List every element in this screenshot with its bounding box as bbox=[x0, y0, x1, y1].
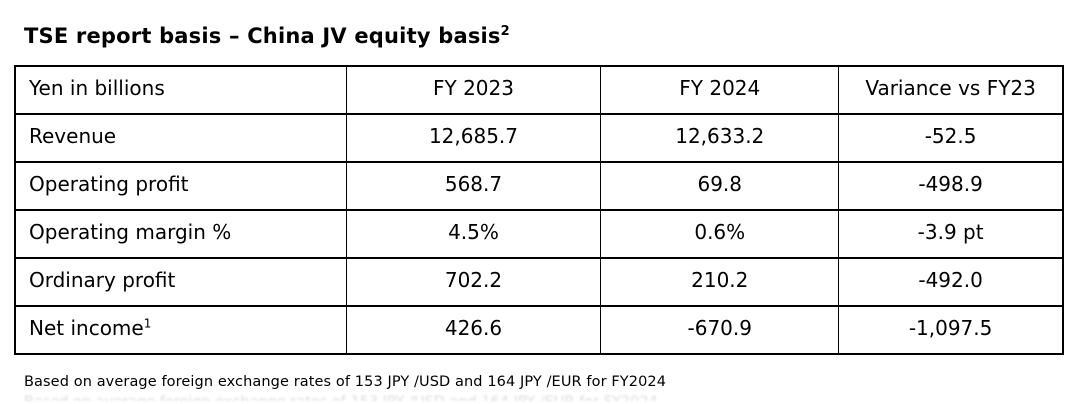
row-label-text: Ordinary profit bbox=[29, 268, 176, 292]
row-label: Operating profit bbox=[15, 162, 347, 211]
table-row-operating-profit: Operating profit 568.7 69.8 -498.9 bbox=[15, 162, 1063, 211]
cell-fy2023: 12,685.7 bbox=[345, 114, 601, 163]
table-header-row: Yen in billions FY 2023 FY 2024 Variance… bbox=[15, 66, 1063, 115]
row-label-text: Operating profit bbox=[29, 172, 189, 196]
header-yen-in-billions: Yen in billions bbox=[15, 66, 347, 115]
cell-fy2024: 12,633.2 bbox=[600, 114, 839, 163]
row-label-text: Operating margin % bbox=[29, 220, 232, 244]
row-label: Revenue bbox=[15, 114, 347, 163]
table-row-net-income: Net income1 426.6 -670.9 -1,097.5 bbox=[15, 306, 1063, 355]
cell-fy2023: 702.2 bbox=[345, 258, 601, 307]
page-title-text: TSE report basis – China JV equity basis bbox=[24, 24, 501, 48]
compression-ghost-text: Based on average foreign exchange rates … bbox=[24, 394, 684, 401]
page-title-footnote-marker: 2 bbox=[500, 24, 510, 39]
row-footnote-marker: 1 bbox=[143, 316, 152, 331]
financials-table: Yen in billions FY 2023 FY 2024 Variance… bbox=[14, 65, 1064, 355]
row-label-text: Net income bbox=[29, 316, 144, 340]
header-variance: Variance vs FY23 bbox=[838, 66, 1063, 115]
table-row-operating-margin: Operating margin % 4.5% 0.6% -3.9 pt bbox=[15, 210, 1063, 259]
header-fy2024: FY 2024 bbox=[600, 66, 839, 115]
cell-variance: -492.0 bbox=[838, 258, 1063, 307]
cell-fy2023: 4.5% bbox=[345, 210, 601, 259]
table-row-revenue: Revenue 12,685.7 12,633.2 -52.5 bbox=[15, 114, 1063, 163]
exchange-rate-footnote: Based on average foreign exchange rates … bbox=[24, 374, 667, 390]
page-title: TSE report basis – China JV equity basis… bbox=[24, 24, 510, 48]
cell-fy2024: 210.2 bbox=[600, 258, 839, 307]
cell-fy2024: 0.6% bbox=[600, 210, 839, 259]
cell-variance: -1,097.5 bbox=[838, 306, 1063, 355]
table-row-ordinary-profit: Ordinary profit 702.2 210.2 -492.0 bbox=[15, 258, 1063, 307]
header-fy2023: FY 2023 bbox=[345, 66, 601, 115]
row-label-text: Revenue bbox=[29, 124, 117, 148]
cell-fy2024: -670.9 bbox=[600, 306, 839, 355]
row-label: Ordinary profit bbox=[15, 258, 347, 307]
cell-fy2023: 568.7 bbox=[345, 162, 601, 211]
cell-variance: -3.9 pt bbox=[838, 210, 1063, 259]
cell-fy2023: 426.6 bbox=[345, 306, 601, 355]
row-label: Operating margin % bbox=[15, 210, 347, 259]
cell-variance: -498.9 bbox=[838, 162, 1063, 211]
cell-variance: -52.5 bbox=[838, 114, 1063, 163]
cell-fy2024: 69.8 bbox=[600, 162, 839, 211]
row-label: Net income1 bbox=[15, 306, 347, 355]
